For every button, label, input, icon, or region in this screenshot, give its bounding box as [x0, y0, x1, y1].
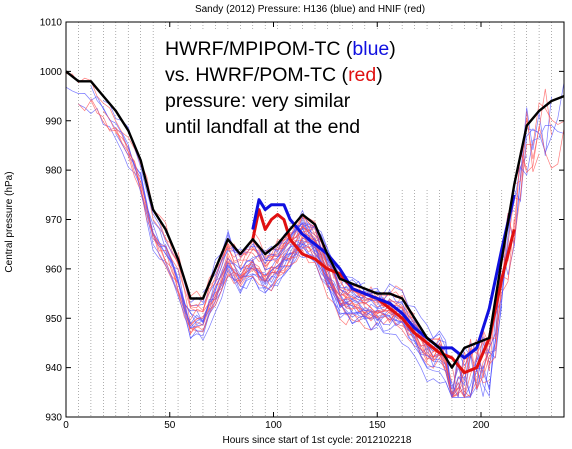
h136-mean-line	[251, 194, 516, 360]
observed-pressure-line	[65, 70, 565, 369]
ensemble-track	[152, 209, 415, 315]
ensemble-track	[265, 155, 528, 398]
y-tick-label: 960	[45, 264, 62, 275]
y-tick-label: 930	[45, 413, 62, 424]
y-tick-label: 990	[45, 116, 62, 127]
ensemble-track	[314, 124, 565, 398]
x-tick-label: 0	[63, 420, 69, 431]
annotation-red-word: red	[348, 64, 377, 86]
annotation-box: HWRF/MPIPOM-TC (blue) vs. HWRF/POM-TC (r…	[157, 30, 507, 190]
y-axis-label: Central pressure (hPa)	[4, 171, 15, 272]
annotation-line-3: pressure: very similar	[165, 90, 351, 112]
y-tick-label: 1010	[40, 18, 63, 29]
ensemble-track	[115, 133, 378, 339]
x-axis-label: Hours since start of 1st cycle: 20121022…	[223, 435, 412, 446]
annotation-blue-word: blue	[352, 38, 390, 60]
y-tick-label: 950	[45, 314, 62, 325]
x-tick-label: 200	[473, 420, 490, 431]
ensemble-track	[302, 82, 565, 399]
y-tick-label: 980	[45, 166, 62, 177]
chart-title: Sandy (2012) Pressure: H136 (blue) and H…	[195, 4, 425, 15]
main-series	[65, 70, 565, 375]
axis-ticks: 0 50 100 150 200 930 940 950 960 970 980 990 1000 101…	[40, 18, 564, 431]
y-tick-label: 970	[45, 215, 62, 226]
ensemble-track	[265, 150, 528, 399]
x-tick-label: 150	[369, 420, 386, 431]
x-tick-label: 100	[265, 420, 282, 431]
ensemble-track	[140, 172, 403, 332]
annotation-line-2: vs. HWRF/POM-TC (red)	[165, 64, 383, 86]
ensemble-track	[78, 104, 341, 341]
x-tick-label: 50	[164, 420, 176, 431]
ensemble-track	[215, 241, 478, 398]
y-tick-label: 1000	[40, 67, 63, 78]
ensemble-track	[177, 243, 440, 358]
annotation-line-1: HWRF/MPIPOM-TC (blue)	[165, 38, 396, 60]
ensemble-track	[314, 125, 565, 399]
y-tick-label: 940	[45, 363, 62, 374]
ensemble-track	[302, 102, 565, 399]
annotation-line-4: until landfall at the end	[165, 116, 361, 138]
